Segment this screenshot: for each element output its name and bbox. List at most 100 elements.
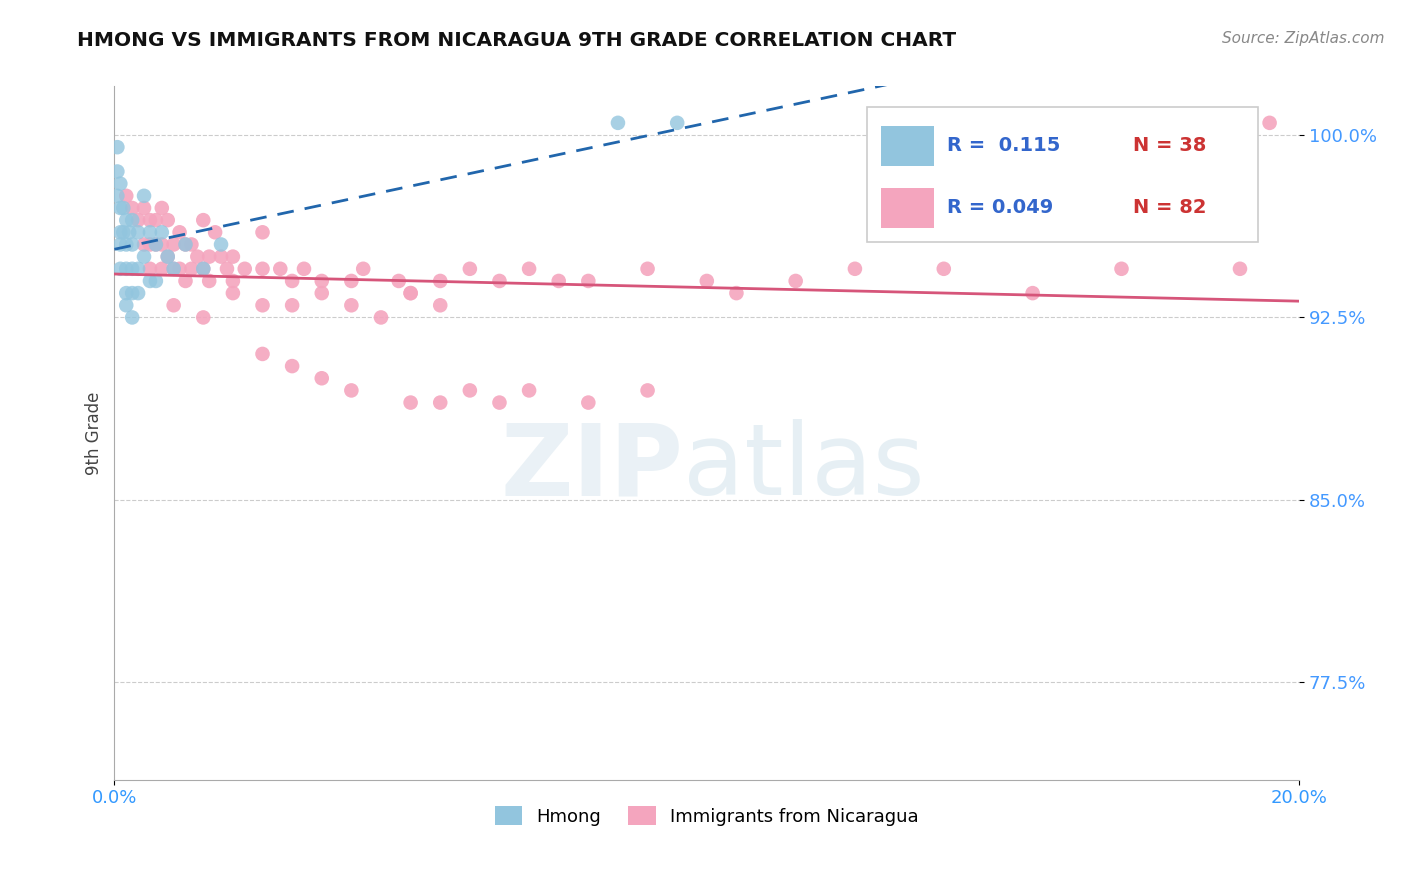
- Point: [198, 274, 221, 288]
- Point: [340, 274, 363, 288]
- Point: [121, 237, 143, 252]
- Point: [180, 261, 202, 276]
- Point: [193, 213, 215, 227]
- Point: [110, 177, 132, 191]
- Point: [139, 225, 162, 239]
- FancyBboxPatch shape: [882, 188, 935, 228]
- Point: [696, 274, 718, 288]
- Point: [112, 201, 135, 215]
- Point: [115, 237, 138, 252]
- Point: [121, 201, 143, 215]
- Point: [150, 237, 173, 252]
- Point: [399, 395, 422, 409]
- Point: [488, 395, 510, 409]
- Point: [150, 201, 173, 215]
- Point: [174, 237, 197, 252]
- Point: [121, 310, 143, 325]
- Point: [193, 310, 215, 325]
- Point: [163, 261, 186, 276]
- Point: [252, 347, 274, 361]
- Point: [547, 274, 569, 288]
- Point: [1111, 261, 1133, 276]
- Point: [127, 261, 149, 276]
- Point: [150, 225, 173, 239]
- Point: [112, 225, 135, 239]
- Point: [105, 189, 128, 203]
- Point: [139, 213, 162, 227]
- Point: [1021, 286, 1043, 301]
- Point: [637, 261, 659, 276]
- Point: [252, 261, 274, 276]
- Point: [105, 140, 128, 154]
- Point: [110, 201, 132, 215]
- Point: [132, 201, 155, 215]
- Point: [186, 250, 208, 264]
- Point: [127, 286, 149, 301]
- Point: [281, 359, 304, 373]
- Point: [281, 274, 304, 288]
- FancyBboxPatch shape: [866, 107, 1258, 243]
- Point: [311, 286, 333, 301]
- Point: [370, 310, 392, 325]
- Point: [110, 237, 132, 252]
- Text: N = 82: N = 82: [1133, 198, 1206, 217]
- Point: [311, 274, 333, 288]
- Text: ZIP: ZIP: [501, 419, 683, 516]
- Point: [1229, 261, 1251, 276]
- Point: [150, 261, 173, 276]
- Point: [115, 286, 138, 301]
- Point: [215, 261, 238, 276]
- Point: [844, 261, 866, 276]
- Point: [222, 286, 245, 301]
- Point: [281, 298, 304, 312]
- FancyBboxPatch shape: [882, 126, 935, 166]
- Point: [932, 261, 955, 276]
- Point: [785, 274, 807, 288]
- Point: [340, 384, 363, 398]
- Point: [121, 213, 143, 227]
- Point: [340, 298, 363, 312]
- Point: [145, 274, 167, 288]
- Point: [127, 213, 149, 227]
- Text: HMONG VS IMMIGRANTS FROM NICARAGUA 9TH GRADE CORRELATION CHART: HMONG VS IMMIGRANTS FROM NICARAGUA 9TH G…: [77, 31, 956, 50]
- Point: [352, 261, 374, 276]
- Point: [488, 274, 510, 288]
- Point: [121, 261, 143, 276]
- Point: [115, 261, 138, 276]
- Point: [145, 237, 167, 252]
- Point: [139, 261, 162, 276]
- Point: [222, 274, 245, 288]
- Point: [193, 261, 215, 276]
- Point: [576, 395, 599, 409]
- Point: [169, 261, 191, 276]
- Point: [180, 237, 202, 252]
- Legend: Hmong, Immigrants from Nicaragua: Hmong, Immigrants from Nicaragua: [488, 799, 925, 833]
- Point: [252, 298, 274, 312]
- Point: [110, 225, 132, 239]
- Point: [429, 298, 451, 312]
- Point: [193, 261, 215, 276]
- Point: [399, 286, 422, 301]
- Point: [1258, 116, 1281, 130]
- Point: [292, 261, 315, 276]
- Y-axis label: 9th Grade: 9th Grade: [86, 392, 103, 475]
- Text: N = 38: N = 38: [1133, 136, 1206, 155]
- Point: [209, 237, 232, 252]
- Point: [458, 384, 481, 398]
- Point: [110, 261, 132, 276]
- Point: [115, 189, 138, 203]
- Point: [637, 384, 659, 398]
- Point: [156, 213, 179, 227]
- Point: [139, 237, 162, 252]
- Point: [163, 261, 186, 276]
- Point: [666, 116, 689, 130]
- Point: [576, 274, 599, 288]
- Text: atlas: atlas: [683, 419, 925, 516]
- Point: [311, 371, 333, 385]
- Point: [388, 274, 411, 288]
- Point: [163, 237, 186, 252]
- Text: R =  0.115: R = 0.115: [948, 136, 1060, 155]
- Point: [399, 286, 422, 301]
- Point: [156, 250, 179, 264]
- Point: [139, 274, 162, 288]
